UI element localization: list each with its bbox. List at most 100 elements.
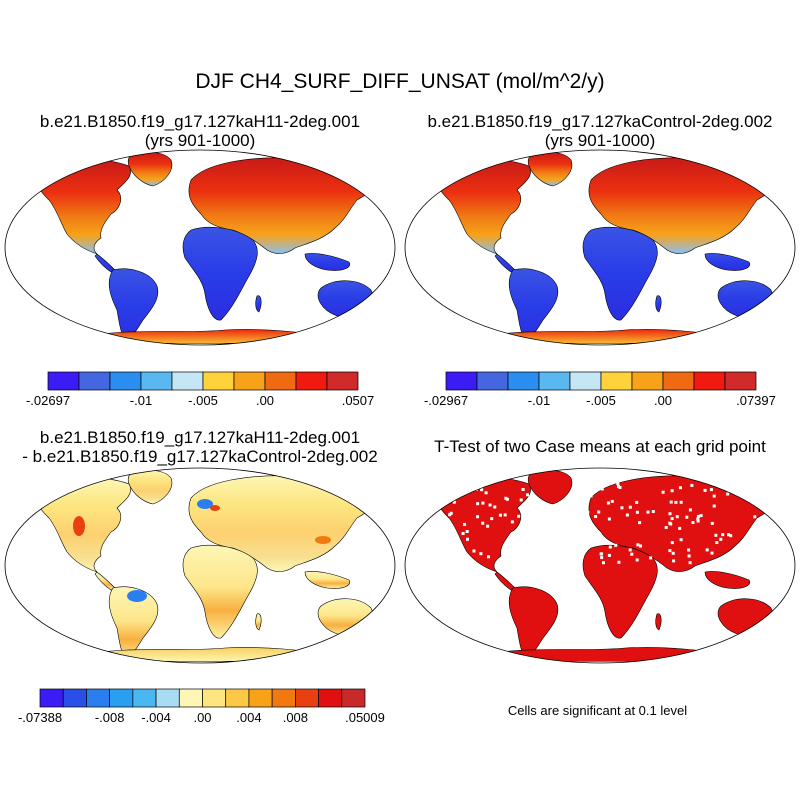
non-significant-cell [466,537,469,541]
non-significant-cell [504,496,508,500]
non-significant-cell [481,521,485,525]
colorbar-label: .00 [654,393,672,408]
non-significant-cell [505,497,509,501]
non-significant-cell [479,552,483,556]
non-significant-cell [766,508,770,511]
land-central-america [494,253,516,273]
colorbar-swatch [724,371,757,391]
non-significant-cell [727,533,730,537]
colorbar-swatch [326,371,359,391]
panel-1-title-line2: (yrs 901-1000) [144,131,256,150]
non-significant-cell [668,521,672,525]
non-significant-cell [745,493,749,497]
non-significant-cell [679,500,683,504]
non-significant-cell [456,537,460,540]
colorbar-swatch [62,688,87,708]
colorbar-swatch [178,688,203,708]
land-se-asia [304,571,351,589]
non-significant-cell [524,552,528,556]
panel-3-title-line1: b.e21.B1850.f19_g17.127kaH11-2deg.001 [39,428,361,447]
non-significant-cell [484,491,488,495]
non-significant-cell [721,533,725,537]
diff-hotspot-positive [315,536,331,544]
land-se-asia [704,571,751,589]
land-africa [182,544,258,639]
colorbar-swatch [225,688,250,708]
non-significant-cell [668,512,672,516]
non-significant-cell [586,510,590,514]
colorbar-swatch [109,688,134,708]
map-panel-1 [4,149,396,346]
non-significant-cell [594,515,598,518]
non-significant-cell [651,510,655,513]
non-significant-cell [600,487,604,491]
non-significant-cell [664,526,668,529]
land-north-america [435,477,531,573]
map-outline [404,467,796,664]
colorbar-swatch [78,371,111,391]
non-significant-cell [670,517,674,521]
diff-hotspot-negative [197,499,213,509]
land-madagascar [655,613,662,631]
non-significant-cell [712,494,716,498]
non-significant-cell [486,524,490,528]
non-significant-cell [498,513,502,517]
non-significant-cell [625,513,629,517]
panel-4-title: T-Test of two Case means at each grid po… [434,437,766,456]
colorbar-swatch [47,371,80,391]
colorbar-swatch [86,688,110,708]
non-significant-cell [726,492,730,496]
non-significant-cell [757,536,761,540]
non-significant-cell [526,493,529,497]
colorbar-panel-2: -.02967 -.01 -.005 .00 .07397 [424,371,776,408]
non-significant-cell [490,517,494,521]
non-significant-cell [503,513,507,517]
non-significant-cell [600,483,604,487]
land-se-asia [704,253,751,271]
non-significant-cell [687,554,691,558]
non-significant-cell [614,543,618,547]
non-significant-cell [688,561,692,565]
non-significant-cell [448,513,452,517]
non-significant-cell [688,508,692,512]
non-significant-cell [638,521,642,525]
non-significant-cell [608,545,612,549]
colorbar-label: .008 [283,710,308,725]
non-significant-cell [635,510,639,514]
colorbar-swatch [140,371,173,391]
non-significant-cell [703,488,707,492]
non-significant-cell [597,510,601,514]
non-significant-cell [628,505,632,509]
non-significant-cell [510,520,514,524]
map-outline [4,149,396,346]
colorbar-label: .00 [256,393,274,408]
non-significant-cell [748,559,752,563]
non-significant-cell [620,506,624,510]
non-significant-cell [671,551,675,555]
non-significant-cell [606,501,610,505]
non-significant-cell [669,500,673,504]
colorbar-label: -.004 [141,710,171,725]
colorbar-swatch [264,371,297,391]
map-panel-3 [4,467,396,664]
non-significant-cell [699,514,703,518]
non-significant-cell [607,517,611,521]
non-significant-cell [690,483,694,487]
non-significant-cell [480,488,484,492]
non-significant-cell [766,497,770,501]
non-significant-cell [668,549,672,553]
non-significant-cell [697,514,700,518]
non-significant-cell [524,536,528,540]
colorbar-label: .0507 [342,393,375,408]
non-significant-cell [696,517,700,521]
non-significant-cell [532,524,536,528]
colorbar-swatch [538,371,571,391]
non-significant-cell [729,534,733,538]
non-significant-cell [675,515,679,519]
non-significant-cell [586,542,590,546]
non-significant-cell [476,502,480,506]
non-significant-cell [719,537,723,541]
panel-3-title-line2: - b.e21.B1850.f19_g17.127kaControl-2deg.… [22,447,378,466]
non-significant-cell [589,494,593,498]
colorbar-label: -.02697 [26,393,70,408]
